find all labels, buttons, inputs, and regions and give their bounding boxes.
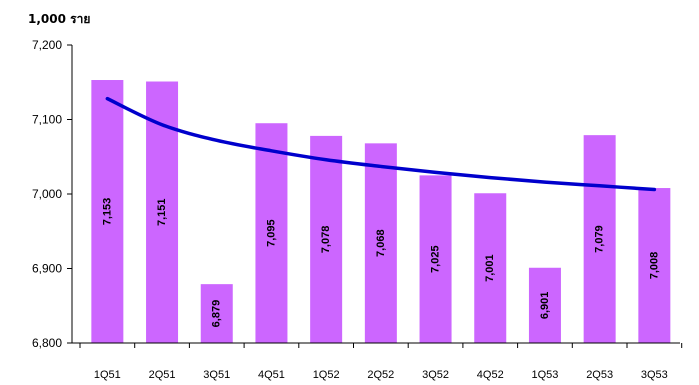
trendline	[105, 96, 657, 192]
data-label: 7,001	[484, 254, 496, 282]
data-label: 6,901	[539, 292, 551, 320]
bar	[638, 188, 671, 343]
x-tick-label: 2Q51	[149, 369, 176, 381]
bar	[255, 123, 288, 343]
x-axis: 1Q51 2Q51 3Q51 4Q51 1Q52 2Q52 3Q52 4Q52 1Q53 2Q53…	[72, 342, 683, 381]
y-tick-label: 7,100	[32, 113, 62, 127]
data-label: 7,078	[320, 226, 332, 254]
bar	[583, 135, 616, 343]
y-tick-label: 7,200	[32, 38, 62, 52]
x-tick-label: 3Q53	[641, 369, 668, 381]
bars: 7,153 7,151 6,879 7,095 7,078 7,068 7,025 7,001…	[91, 80, 671, 343]
data-label: 7,068	[375, 229, 387, 257]
x-tick-label: 4Q51	[258, 369, 285, 381]
x-tick-label: 1Q53	[531, 369, 558, 381]
x-tick-label: 1Q52	[313, 369, 340, 381]
bar	[474, 193, 507, 343]
data-label: 7,025	[430, 245, 442, 273]
data-label: 7,151	[156, 198, 168, 226]
y-axis: 6,800 6,900 7,000 7,100 7,200	[32, 38, 73, 350]
y-tick-label: 6,800	[32, 336, 62, 350]
x-tick-label: 1Q51	[94, 369, 121, 381]
data-label: 7,095	[265, 219, 277, 247]
y-tick-label: 7,000	[32, 187, 62, 201]
trendline-path	[105, 96, 657, 192]
data-label: 7,079	[594, 225, 606, 253]
x-tick-label: 2Q52	[367, 369, 394, 381]
data-label: 7,153	[101, 198, 113, 226]
y-axis-unit-label: 1,000 ราย	[28, 12, 90, 26]
bar	[419, 175, 452, 343]
data-label: 7,008	[648, 252, 660, 280]
bar	[91, 80, 124, 343]
data-label: 6,879	[211, 300, 223, 328]
bar	[200, 284, 233, 343]
y-tick-label: 6,900	[32, 262, 62, 276]
bar	[364, 143, 397, 343]
bar	[310, 135, 343, 343]
bar	[528, 267, 561, 343]
x-tick-label: 3Q51	[203, 369, 230, 381]
x-tick-label: 4Q52	[477, 369, 504, 381]
x-tick-label: 3Q52	[422, 369, 449, 381]
x-tick-label: 2Q53	[586, 369, 613, 381]
